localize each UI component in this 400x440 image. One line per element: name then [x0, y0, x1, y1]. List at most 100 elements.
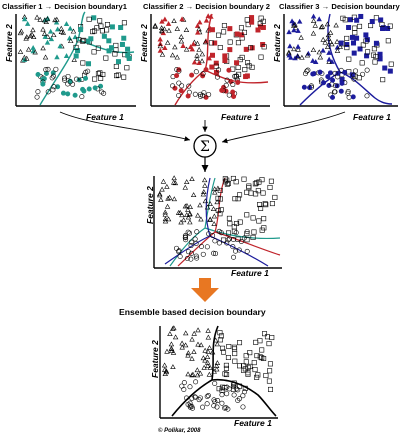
- triangle-marker: [195, 212, 201, 218]
- circle-marker: [330, 94, 336, 100]
- triangle-marker: [157, 191, 163, 197]
- square-marker: [208, 40, 214, 46]
- data-point-markers: [17, 13, 394, 412]
- triangle-marker: [210, 206, 217, 211]
- square-marker: [264, 334, 270, 340]
- circle-marker: [241, 235, 247, 241]
- square-marker: [261, 44, 267, 50]
- circle-marker: [317, 69, 323, 75]
- circle-marker: [360, 71, 366, 77]
- triangle-marker: [70, 28, 77, 34]
- classifier2-title: Classifier 2 → Decision boundary 2: [143, 2, 271, 11]
- circle-marker: [232, 73, 238, 79]
- triangle-marker: [183, 46, 190, 52]
- triangle-marker: [17, 30, 24, 36]
- square-marker: [97, 70, 103, 76]
- triangle-marker: [327, 38, 334, 44]
- square-marker: [225, 180, 231, 186]
- circle-marker: [34, 94, 40, 100]
- circle-marker: [332, 70, 338, 76]
- circle-marker: [311, 71, 317, 77]
- circle-marker: [193, 379, 199, 385]
- square-marker: [217, 211, 223, 217]
- square-marker: [216, 386, 222, 392]
- circle-marker: [193, 69, 199, 75]
- circle-marker: [226, 236, 232, 242]
- square-marker: [97, 18, 103, 24]
- circle-marker: [219, 400, 225, 406]
- triangle-marker: [202, 198, 209, 204]
- square-marker: [217, 187, 223, 193]
- square-marker: [261, 216, 267, 222]
- triangle-marker: [171, 18, 177, 24]
- square-marker: [104, 27, 110, 33]
- triangle-marker: [291, 22, 297, 28]
- square-marker: [237, 192, 243, 198]
- circle-marker: [226, 92, 232, 98]
- square-marker: [349, 34, 355, 40]
- circle-marker: [235, 79, 241, 85]
- circle-marker: [72, 92, 78, 98]
- triangle-marker: [51, 32, 57, 38]
- triangle-marker: [195, 341, 201, 347]
- circle-marker: [232, 248, 238, 254]
- triangle-marker: [41, 31, 48, 36]
- circle-marker: [224, 391, 230, 397]
- circle-marker: [230, 381, 236, 387]
- triangle-marker: [157, 47, 164, 53]
- circle-marker: [193, 253, 199, 259]
- square-marker: [269, 201, 275, 207]
- arrow: [59, 111, 191, 142]
- triangle-marker: [189, 46, 195, 52]
- square-marker: [237, 57, 243, 63]
- triangle-marker: [179, 16, 185, 22]
- circle-marker: [178, 88, 184, 94]
- circle-marker: [231, 383, 237, 389]
- circle-marker: [305, 67, 311, 73]
- square-marker: [241, 367, 247, 373]
- triangle-marker: [291, 27, 297, 33]
- triangle-marker: [189, 355, 195, 361]
- circle-marker: [236, 247, 242, 253]
- circle-marker: [231, 93, 237, 99]
- triangle-marker: [165, 21, 172, 26]
- circle-marker: [334, 83, 340, 89]
- circle-marker: [62, 77, 68, 83]
- square-marker: [351, 50, 357, 56]
- square-marker: [75, 48, 81, 54]
- circle-marker: [301, 84, 307, 90]
- circle-marker: [187, 230, 193, 236]
- square-marker: [344, 35, 350, 41]
- circle-marker: [86, 86, 92, 92]
- triangle-marker: [310, 47, 317, 53]
- circle-marker: [43, 67, 49, 73]
- circle-marker: [176, 249, 182, 255]
- square-marker: [369, 19, 375, 25]
- circle-marker: [226, 386, 232, 392]
- triangle-marker: [179, 340, 185, 346]
- triangle-marker: [291, 46, 297, 52]
- circle-marker: [204, 401, 210, 407]
- square-marker: [255, 27, 261, 33]
- triangle-marker: [177, 209, 183, 215]
- sum-symbol: Σ: [200, 139, 210, 155]
- triangle-marker: [25, 46, 32, 52]
- triangle-marker: [203, 17, 210, 23]
- circle-marker: [200, 93, 206, 99]
- square-marker: [259, 347, 265, 353]
- square-marker: [388, 61, 394, 67]
- square-marker: [346, 24, 352, 30]
- x-axis-label: Feature 1: [234, 418, 272, 428]
- square-marker: [227, 221, 233, 227]
- triangle-marker: [183, 330, 189, 336]
- triangle-marker: [197, 202, 203, 208]
- circle-marker: [230, 244, 236, 250]
- square-marker: [260, 190, 266, 196]
- square-marker: [104, 22, 110, 28]
- circle-marker: [198, 93, 204, 99]
- triangle-marker: [174, 54, 180, 60]
- triangle-marker: [27, 33, 34, 38]
- arrows-to-sum: [59, 111, 346, 144]
- triangle-marker: [320, 36, 326, 42]
- circle-marker: [364, 93, 370, 99]
